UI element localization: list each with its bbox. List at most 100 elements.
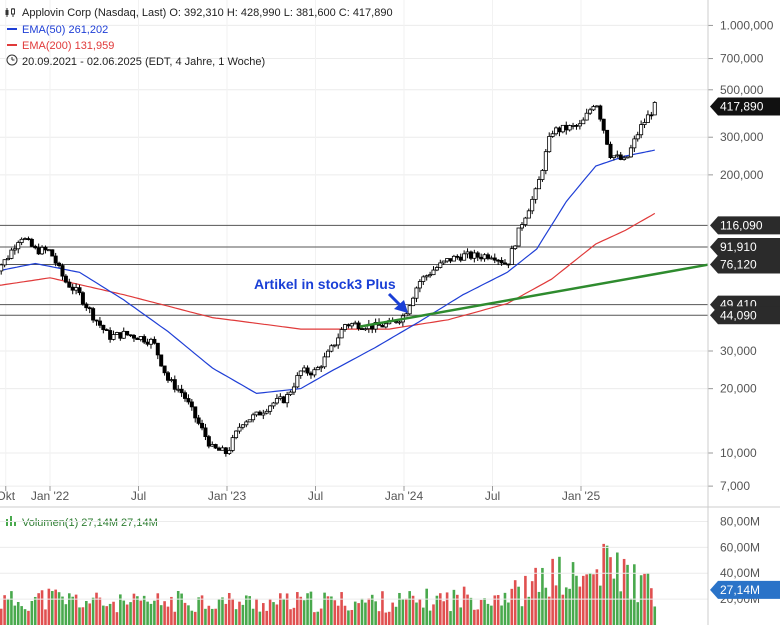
candle-body bbox=[271, 402, 276, 407]
volume-bar bbox=[568, 588, 571, 625]
volume-bar bbox=[27, 610, 30, 625]
volume-bar bbox=[530, 581, 534, 625]
volume-bar bbox=[98, 597, 102, 625]
level-label: 91,910 bbox=[710, 238, 780, 257]
volume-bar bbox=[534, 567, 537, 625]
candles bbox=[0, 101, 657, 457]
volume-bar bbox=[289, 609, 292, 625]
candle-body bbox=[533, 188, 538, 200]
candle-body bbox=[135, 337, 140, 340]
volume-bar bbox=[428, 610, 432, 625]
candle-body bbox=[200, 422, 205, 429]
volume-bar bbox=[193, 611, 197, 625]
volume-bar bbox=[503, 592, 507, 625]
volume-bar bbox=[132, 593, 136, 625]
volume-bar bbox=[418, 599, 422, 625]
volume-bar bbox=[598, 585, 602, 625]
volume-bar bbox=[473, 609, 476, 625]
volume-label: Volumen(1) 27,14M 27,14M bbox=[22, 517, 158, 529]
y-tick-label: 700,000 bbox=[720, 52, 764, 66]
volume-bar bbox=[639, 575, 643, 625]
candle-body bbox=[598, 105, 603, 120]
candle-body bbox=[213, 444, 218, 449]
candle-body bbox=[26, 238, 31, 241]
volume-bar bbox=[537, 591, 541, 625]
candle-body bbox=[349, 323, 354, 327]
y-tick-label: 7,000 bbox=[720, 479, 750, 493]
candle-body bbox=[84, 303, 89, 309]
candle-body bbox=[601, 118, 606, 131]
volume-bar bbox=[282, 598, 286, 625]
candle-body bbox=[278, 396, 283, 399]
volume-bar bbox=[306, 593, 309, 625]
annotation-arrow bbox=[387, 292, 408, 313]
candle-body bbox=[234, 430, 239, 439]
volume-bar bbox=[44, 609, 47, 625]
volume-bar bbox=[387, 611, 391, 625]
volume-bar bbox=[517, 586, 520, 625]
volume-bar bbox=[561, 594, 565, 625]
candle-body bbox=[543, 151, 548, 171]
candle-body bbox=[67, 281, 72, 288]
candle-body bbox=[227, 450, 232, 454]
candle-body bbox=[611, 155, 616, 158]
candle-body bbox=[291, 386, 296, 393]
volume-bar bbox=[275, 604, 279, 625]
volume-bar bbox=[40, 590, 44, 625]
candle-body bbox=[0, 264, 4, 272]
level-label-bg bbox=[710, 216, 780, 235]
volume-bar bbox=[622, 558, 626, 625]
candle-body bbox=[526, 210, 531, 219]
candle-body bbox=[625, 156, 630, 159]
ema50-legend: EMA(50) 261,202 bbox=[22, 24, 108, 36]
candle-body bbox=[274, 398, 279, 404]
volume-bar bbox=[633, 564, 636, 625]
candle-body bbox=[131, 334, 136, 339]
volume-bar bbox=[616, 552, 619, 625]
title-line: Applovin Corp (Nasdaq, Last) O: 392,310 … bbox=[22, 7, 393, 19]
y-tick-label: 500,000 bbox=[720, 83, 764, 97]
annotation-text[interactable]: Artikel in stock3 Plus bbox=[254, 276, 396, 292]
volume-bar bbox=[513, 580, 517, 625]
candle-body bbox=[363, 328, 368, 331]
volume-bar bbox=[91, 597, 95, 625]
volume-bar bbox=[558, 556, 561, 625]
volume-bar bbox=[370, 594, 374, 625]
candle-body bbox=[46, 249, 51, 252]
volume-bar bbox=[398, 592, 401, 625]
current-price-bg bbox=[710, 97, 780, 116]
volume-bar bbox=[377, 611, 381, 625]
candle-body bbox=[305, 367, 310, 374]
candle-body bbox=[414, 287, 419, 299]
candle-body bbox=[605, 129, 610, 145]
volume-bar bbox=[6, 598, 10, 625]
candle-body bbox=[288, 391, 293, 395]
volume-bar bbox=[391, 602, 394, 625]
volume-bar bbox=[214, 608, 217, 625]
candle-body bbox=[455, 255, 460, 258]
candle-body bbox=[87, 307, 92, 310]
volume-bar bbox=[262, 603, 265, 625]
volume-bar bbox=[139, 600, 143, 625]
candle-body bbox=[441, 260, 446, 264]
volume-bar bbox=[462, 586, 466, 625]
volume-bar bbox=[578, 586, 582, 625]
level-label-text: 76,120 bbox=[720, 258, 757, 272]
candle-body bbox=[9, 249, 14, 259]
candle-body bbox=[482, 254, 487, 260]
volume-last-bg bbox=[710, 580, 780, 599]
volume-bar bbox=[57, 592, 61, 625]
candle-body bbox=[411, 297, 416, 307]
candle-body bbox=[206, 436, 211, 447]
candle-body bbox=[438, 262, 443, 268]
candle-body bbox=[223, 447, 228, 454]
candle-body bbox=[465, 251, 470, 255]
clock-icon bbox=[6, 54, 18, 66]
candle-body bbox=[23, 238, 28, 241]
volume-bar bbox=[33, 596, 37, 625]
candle-body bbox=[520, 224, 525, 229]
grid bbox=[0, 0, 708, 490]
level-label-text: 116,090 bbox=[720, 218, 763, 232]
candle-body bbox=[373, 322, 378, 330]
